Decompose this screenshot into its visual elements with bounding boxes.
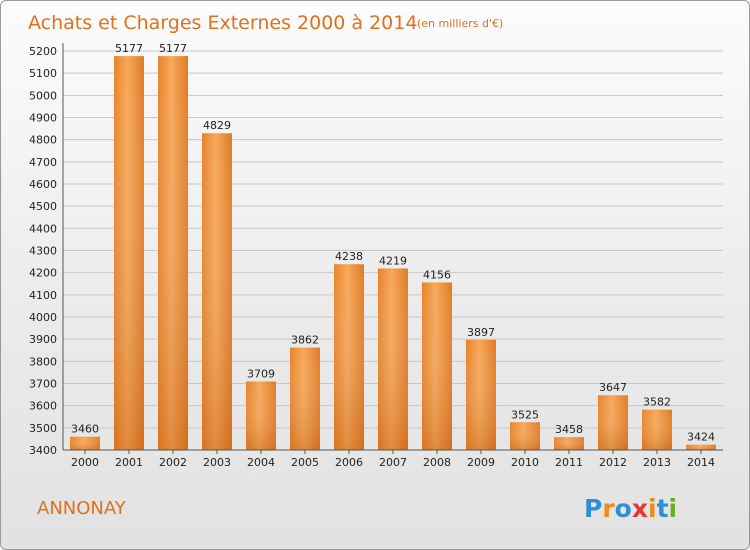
chart-title: Achats et Charges Externes 2000 à 2014 (28, 12, 417, 34)
bar-value-label: 3709 (247, 368, 275, 381)
y-tick-label: 3700 (29, 378, 57, 391)
bar-shade (114, 56, 144, 451)
bar-shade (378, 268, 408, 450)
x-tick-label: 2010 (511, 456, 539, 469)
bar-shade (246, 381, 276, 450)
chart-subtitle: (en milliers d'€) (417, 17, 503, 30)
bar-value-label: 3582 (643, 396, 671, 409)
logo-text: Proxiti (584, 494, 677, 523)
bar-value-label: 3897 (467, 326, 495, 339)
bar-shade (510, 422, 540, 450)
bar-shade (466, 339, 496, 450)
y-tick-label: 3800 (29, 355, 57, 368)
bar-value-label: 4829 (203, 119, 231, 132)
y-tick-label: 5000 (29, 89, 57, 102)
bar-shade (642, 409, 672, 450)
bar-value-label: 3460 (71, 423, 99, 436)
x-tick-label: 2002 (159, 456, 187, 469)
x-tick-label: 2008 (423, 456, 451, 469)
y-tick-label: 4900 (29, 112, 57, 125)
y-tick-label: 4600 (29, 178, 57, 191)
y-tick-label: 4300 (29, 245, 57, 258)
y-axis-ticks: 3400 3500 3600 3700 3800 3900 4000 4100 4200 4300… (29, 45, 57, 457)
bar-shade (290, 347, 320, 450)
y-tick-label: 3600 (29, 400, 57, 413)
y-tick-label: 3500 (29, 422, 57, 435)
y-tick-label: 5200 (29, 45, 57, 58)
place-name: ANNONAY (37, 498, 127, 519)
bar-value-label: 3862 (291, 334, 319, 347)
x-tick-label: 2012 (599, 456, 627, 469)
bar-value-label: 3647 (599, 381, 627, 394)
x-tick-label: 2004 (247, 456, 275, 469)
bars-layer: 3460 5177 5177 4829 3709 3862 4238 4219 4156 3897… (70, 42, 716, 451)
x-tick-label: 2009 (467, 456, 495, 469)
y-tick-label: 3900 (29, 333, 57, 346)
bar-value-label: 3525 (511, 408, 539, 421)
bar-value-label: 4156 (423, 268, 451, 281)
y-tick-label: 4000 (29, 311, 57, 324)
bar-value-label: 4238 (335, 250, 363, 263)
y-tick-label: 4500 (29, 200, 57, 213)
y-tick-label: 4800 (29, 134, 57, 147)
bar-value-label: 3424 (687, 431, 715, 444)
bar-value-label: 3458 (555, 423, 583, 436)
bar-shade (686, 444, 716, 450)
y-tick-label: 4200 (29, 267, 57, 280)
bar-shade (158, 56, 188, 451)
y-tick-label: 4100 (29, 289, 57, 302)
bar-shade (422, 282, 452, 450)
x-tick-label: 2005 (291, 456, 319, 469)
bar-shade (334, 264, 364, 450)
y-tick-label: 3400 (29, 444, 57, 457)
proxiti-logo: Proxiti (584, 494, 677, 523)
bar-shade (598, 395, 628, 450)
y-tick-label: 4400 (29, 222, 57, 235)
bar-shade (554, 437, 584, 450)
x-tick-label: 2007 (379, 456, 407, 469)
bar-value-label: 5177 (115, 42, 143, 55)
x-tick-label: 2011 (555, 456, 583, 469)
x-tick-label: 2013 (643, 456, 671, 469)
x-tick-label: 2003 (203, 456, 231, 469)
bar-shade (202, 133, 232, 450)
y-tick-label: 5100 (29, 67, 57, 80)
x-tick-label: 2006 (335, 456, 363, 469)
x-axis-ticks: 2000 2001 2002 2003 2004 2005 2006 2007 2008 2009… (71, 450, 715, 469)
x-tick-label: 2014 (687, 456, 715, 469)
bar-shade (70, 436, 100, 450)
y-tick-label: 4700 (29, 156, 57, 169)
x-tick-label: 2000 (71, 456, 99, 469)
bar-value-label: 5177 (159, 42, 187, 55)
x-tick-label: 2001 (115, 456, 143, 469)
bar-value-label: 4219 (379, 254, 407, 267)
